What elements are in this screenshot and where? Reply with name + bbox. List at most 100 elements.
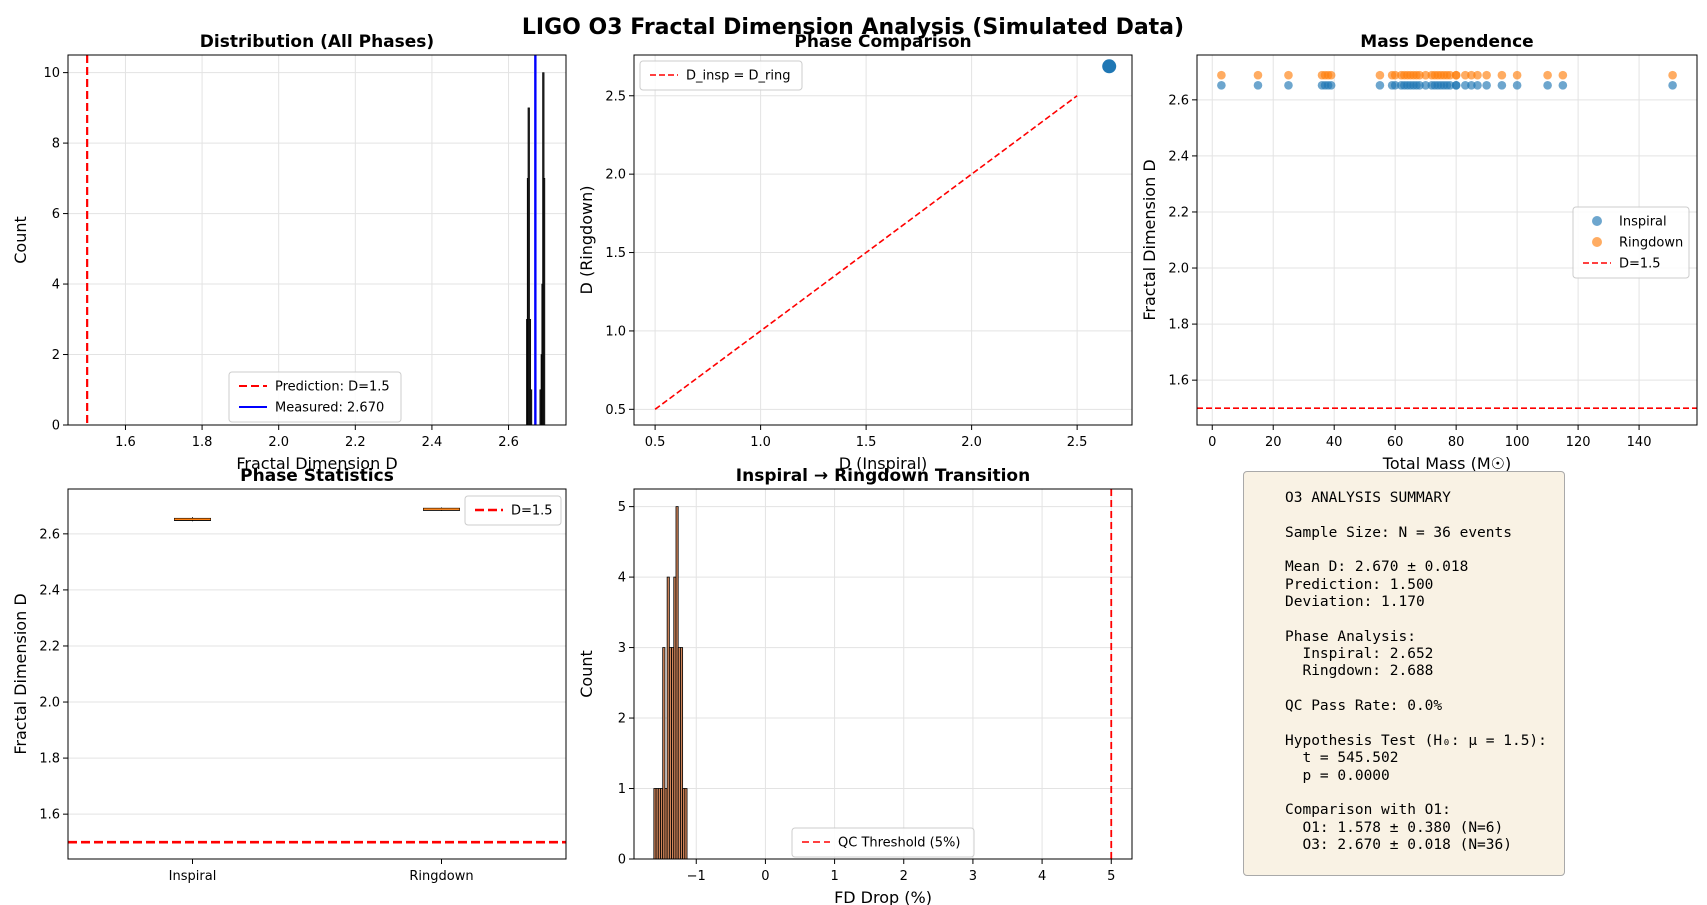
y-tick-label: 2.0	[605, 168, 626, 183]
y-tick-label: 2.6	[1168, 93, 1189, 108]
chart-title: Mass Dependence	[1360, 32, 1533, 52]
ringdown-point	[1482, 70, 1491, 80]
ringdown-point	[1284, 70, 1293, 80]
legend-marker	[1592, 216, 1602, 226]
ringdown-point	[1253, 70, 1263, 80]
axes-decor: −1 0 1 2 3 4 5 0 1 2 3 4 5 Inspiral → Ringdown Transi…	[577, 466, 1133, 905]
x-tick-label: 100	[1505, 435, 1530, 450]
y-tick-label: 2.4	[1168, 149, 1189, 164]
x-axis-label: D (Inspiral)	[839, 454, 928, 473]
ringdown-point	[1460, 70, 1470, 80]
histogram-bar	[542, 178, 546, 426]
x-tick-label: 1	[830, 869, 838, 884]
legend-frame	[228, 371, 402, 423]
x-axis-label: FD Drop (%)	[834, 888, 932, 905]
ringdown-point	[1217, 70, 1226, 80]
ringdown-point	[1497, 70, 1507, 80]
plot-area	[1197, 70, 1697, 409]
y-tick-label: 0.5	[605, 403, 626, 418]
x-tick-label: 3	[969, 869, 977, 884]
ringdown-point	[1415, 70, 1424, 80]
legend-frame	[1572, 206, 1690, 279]
x-tick-label: Ringdown	[409, 869, 473, 884]
legend-label: Measured: 2.670	[275, 401, 384, 416]
axes-frame	[633, 488, 1133, 860]
legend: D=1.5	[464, 495, 562, 526]
chart-title: Distribution (All Phases)	[200, 32, 434, 52]
x-tick-label: 2.5	[1067, 435, 1088, 450]
axes-decor: 0 20 40 60 80 100 120 140 1.6 1.8 2.0 2.2 2.4 2.6 Mass…	[1140, 32, 1698, 473]
legend-label: D=1.5	[1619, 257, 1661, 272]
summary-text: O3 ANALYSIS SUMMARY Sample Size: N = 36 …	[1285, 490, 1547, 853]
legend-frame	[791, 827, 975, 858]
histogram-bar	[684, 788, 688, 860]
y-tick-label: 0	[618, 853, 626, 868]
legend-frame	[639, 60, 803, 91]
figure-suptitle: LIGO O3 Fractal Dimension Analysis (Simu…	[522, 15, 1184, 40]
inspiral-point	[1326, 80, 1336, 90]
axes-frame	[67, 54, 567, 426]
ringdown-point	[1390, 70, 1400, 80]
legend: QC Threshold (5%)	[791, 827, 975, 858]
ringdown-point	[1473, 70, 1482, 80]
x-tick-label: −1	[687, 869, 706, 884]
y-tick-label: 1.8	[39, 752, 60, 767]
ringdown-point	[1558, 70, 1568, 80]
legend-marker	[1592, 237, 1602, 247]
y-axis-label: Count	[577, 650, 596, 698]
y-tick-label: 6	[52, 207, 60, 222]
ringdown-point	[1668, 70, 1677, 80]
x-tick-label: 2.6	[498, 435, 519, 450]
y-tick-label: 1.0	[605, 324, 626, 339]
inspiral-point	[1390, 80, 1400, 90]
x-tick-label: 1.8	[192, 435, 213, 450]
y-tick-label: 1.5	[605, 246, 626, 261]
axes-decor: 1.6 1.8 2.0 2.2 2.4 2.6 Phase Statistics Fracta…	[11, 466, 567, 884]
x-tick-label: Inspiral	[169, 869, 217, 884]
y-tick-label: 5	[618, 500, 626, 515]
axes-frame	[1196, 54, 1698, 426]
panel-1: 1.6 1.8 2.0 2.2 2.4 2.6 0 2 4 6 8 10 Distribution (A…	[11, 32, 567, 473]
x-tick-label: 80	[1448, 435, 1465, 450]
ringdown-point	[1467, 70, 1476, 80]
plot-area	[68, 507, 566, 844]
inspiral-point	[1284, 80, 1293, 90]
x-tick-label: 1.5	[856, 435, 877, 450]
x-tick-label: 0.5	[645, 435, 666, 450]
x-axis-label: Fractal Dimension D	[236, 454, 397, 473]
legend-label: Ringdown	[1619, 236, 1683, 251]
inspiral-point	[1451, 80, 1461, 90]
legend-label: D_insp = D_ring	[686, 69, 791, 84]
y-tick-label: 2	[52, 348, 60, 363]
y-tick-label: 2	[618, 712, 626, 727]
ringdown-point	[1421, 70, 1430, 80]
y-tick-label: 1	[618, 782, 626, 797]
ringdown-point	[1451, 70, 1461, 80]
ringdown-point	[1543, 70, 1552, 80]
inspiral-point	[1543, 80, 1552, 90]
axes-decor: 1.6 1.8 2.0 2.2 2.4 2.6 0 2 4 6 8 10 Distribution (A…	[11, 32, 567, 473]
x-tick-label: 2.0	[268, 435, 289, 450]
inspiral-point	[1482, 80, 1491, 90]
inspiral-point	[1473, 80, 1482, 90]
x-axis-label: Total Mass (M☉)	[1382, 454, 1511, 473]
y-tick-label: 2.4	[39, 583, 60, 598]
ringdown-point	[1375, 70, 1385, 80]
x-tick-label: 60	[1387, 435, 1404, 450]
y-axis-label: Fractal Dimension D	[1140, 159, 1159, 320]
y-axis-label: D (Ringdown)	[577, 186, 596, 295]
panel-4: 1.6 1.8 2.0 2.2 2.4 2.6 Phase Statistics Fracta…	[11, 466, 567, 884]
chart-title: Phase Statistics	[240, 466, 394, 486]
x-tick-label: 2.2	[345, 435, 366, 450]
x-tick-label: 4	[1038, 869, 1046, 884]
y-axis-label: Count	[11, 216, 30, 264]
x-tick-label: 1.0	[750, 435, 771, 450]
y-tick-label: 10	[43, 66, 60, 81]
y-tick-label: 2.2	[39, 639, 60, 654]
x-tick-label: 120	[1566, 435, 1591, 450]
y-tick-label: 3	[618, 641, 626, 656]
legend-label: QC Threshold (5%)	[838, 836, 960, 851]
ringdown-point	[1326, 70, 1336, 80]
x-tick-label: 2.4	[422, 435, 443, 450]
